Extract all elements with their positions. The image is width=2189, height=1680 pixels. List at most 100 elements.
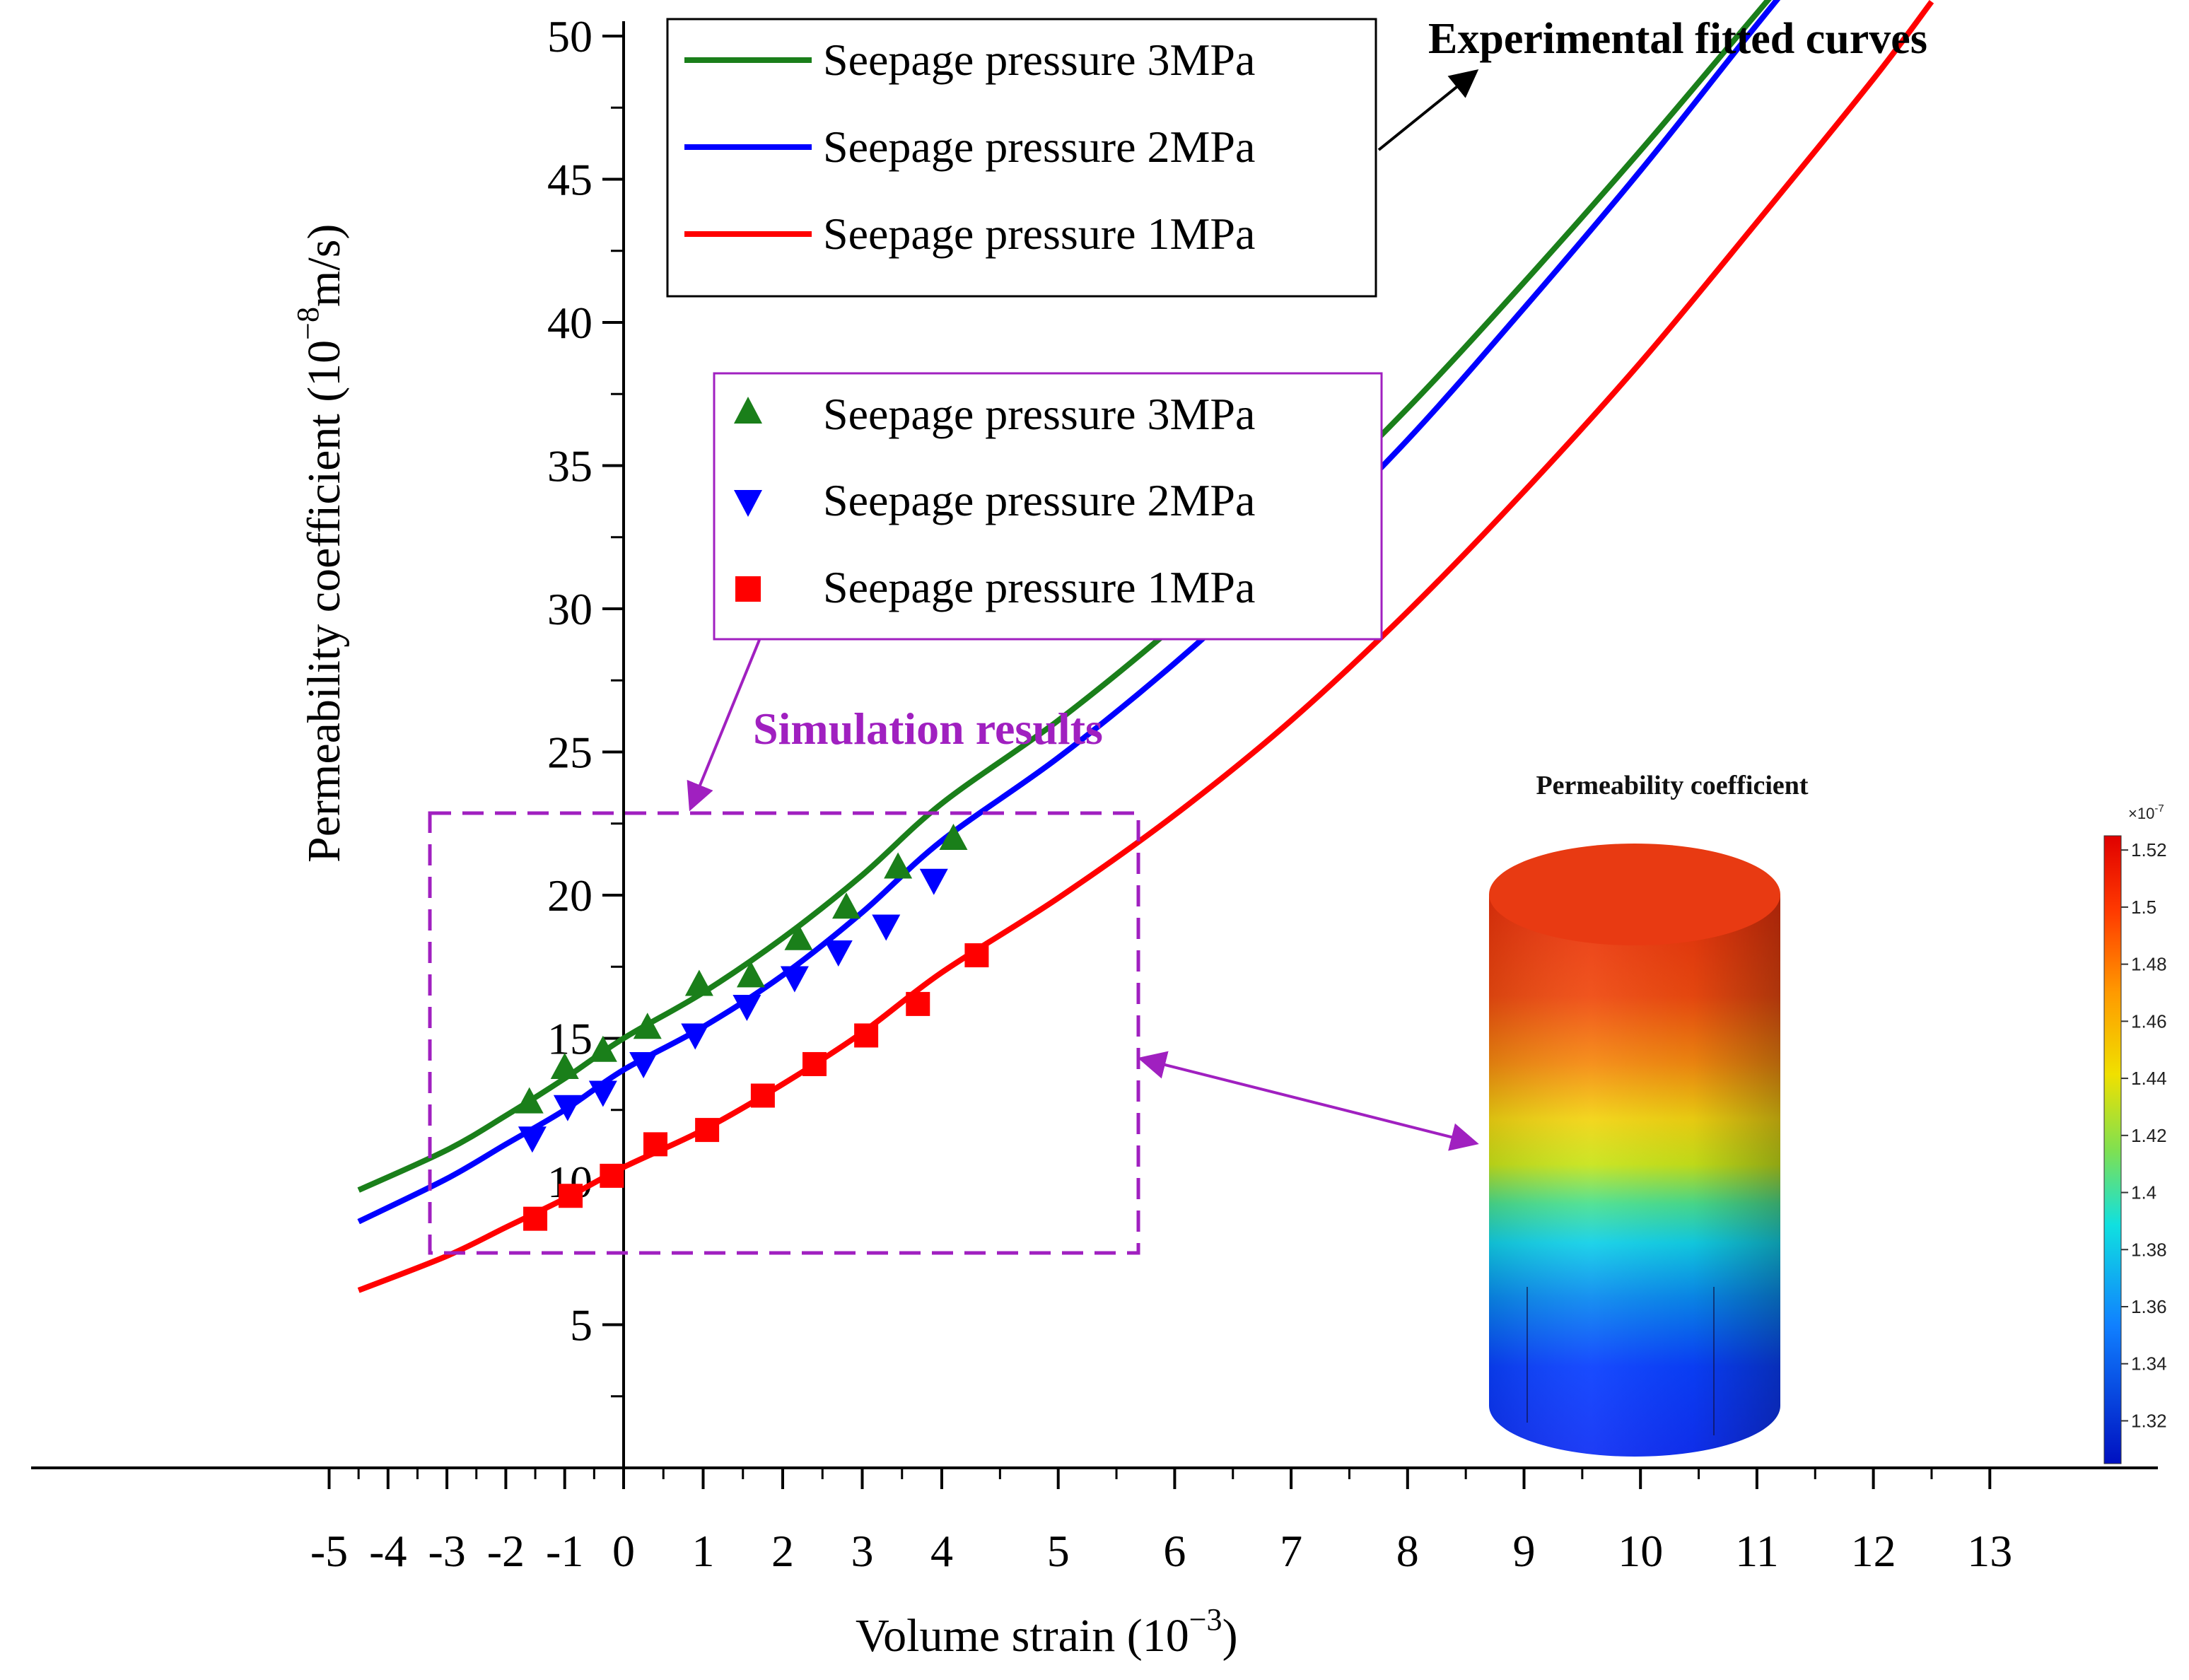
legend-marker-triangle-up <box>734 397 762 424</box>
x-tick-label: 9 <box>1513 1526 1536 1576</box>
sim-point-triangle-down <box>629 1051 658 1078</box>
x-axis-label: Volume strain (10−3) <box>856 1602 1238 1662</box>
x-tick-label: 12 <box>1851 1526 1896 1576</box>
y-axis-label-exponent: −8 <box>291 307 325 340</box>
y-axis-label-text: Permeability coefficient (10 <box>298 340 350 863</box>
colorbar-multiplier-base: ×10 <box>2128 805 2154 822</box>
fitted-line-2mpa <box>357 0 1781 1225</box>
x-tick-label: 4 <box>930 1526 953 1576</box>
sim-point-triangle-down <box>919 868 948 895</box>
colorbar-tick-label: 1.34 <box>2131 1353 2167 1375</box>
colorbar-tick-label: 1.38 <box>2131 1239 2167 1260</box>
y-tick-label: 50 <box>547 11 593 62</box>
sim-point-square <box>750 1083 775 1108</box>
sim-point-triangle-down <box>780 966 809 993</box>
sim-point-square <box>802 1051 827 1076</box>
y-axis-label: Permeability coefficient (10−8m/s) <box>291 224 350 863</box>
colorbar-multiplier: ×10-7 <box>2128 803 2164 822</box>
x-axis-label-exponent: −3 <box>1189 1602 1222 1637</box>
x-axis-label-text: Volume strain (10 <box>856 1610 1189 1662</box>
x-axis-ticks: -5 -4 -3 -2 -1 0 1 2 3 4 5 6 7 8 9 10 11 12 13 <box>310 1468 2012 1576</box>
sim-point-triangle-up <box>515 1087 544 1114</box>
x-tick-label: 2 <box>771 1526 794 1576</box>
x-tick-label: -4 <box>369 1526 407 1576</box>
x-tick-label: 1 <box>692 1526 715 1576</box>
x-tick-label: 10 <box>1618 1526 1663 1576</box>
legend-simulation-label-3mpa: Seepage pressure 3MPa <box>823 389 1255 439</box>
colorbar-ticks: 1.52 1.5 1.48 1.46 1.44 1.42 1.4 1.38 1.36 1.34 1.… <box>2121 839 2167 1431</box>
simulation-annotation: Simulation results <box>753 704 1103 754</box>
y-tick-label: 5 <box>570 1300 593 1351</box>
legend-marker-triangle-down <box>734 490 762 517</box>
sim-point-triangle-down <box>553 1095 582 1121</box>
sim-point-triangle-down <box>588 1080 617 1107</box>
sim-point-triangle-up <box>588 1035 617 1062</box>
x-tick-label: 0 <box>612 1526 635 1576</box>
sim-point-square <box>559 1184 583 1208</box>
sim-point-triangle-up <box>633 1013 662 1039</box>
sim-point-square <box>695 1118 720 1143</box>
sim-point-square <box>964 943 989 968</box>
colorbar-tick-label: 1.32 <box>2131 1410 2167 1431</box>
simulation-arrow <box>687 639 761 812</box>
inset-simulation: Permeability coefficient <box>1489 771 1809 1457</box>
colorbar-tick-label: 1.4 <box>2131 1182 2156 1203</box>
sim-point-triangle-up <box>684 969 713 996</box>
sim-point-square <box>523 1206 548 1231</box>
sim-point-triangle-up <box>832 892 860 919</box>
sim-point-triangle-up <box>939 824 968 850</box>
sim-point-triangle-down <box>518 1126 547 1153</box>
colorbar-tick-label: 1.52 <box>2131 839 2167 861</box>
inset-cylinder-shade <box>1489 894 1780 1457</box>
colorbar-tick-label: 1.36 <box>2131 1296 2167 1317</box>
y-tick-label: 30 <box>547 584 593 634</box>
x-tick-label: -1 <box>546 1526 583 1576</box>
simulation-markers <box>515 824 989 1231</box>
y-tick-label: 45 <box>547 155 593 205</box>
y-tick-label: 15 <box>547 1014 593 1064</box>
inset-title: Permeability coefficient <box>1536 771 1808 800</box>
legend-fitted: Seepage pressure 3MPa Seepage pressure 2… <box>666 18 1377 298</box>
x-axis-label-close: ) <box>1222 1610 1238 1662</box>
sim-point-triangle-up <box>737 961 765 988</box>
x-tick-label: -3 <box>428 1526 465 1576</box>
colorbar-tick-label: 1.42 <box>2131 1125 2167 1146</box>
legend-fitted-label-3mpa: Seepage pressure 3MPa <box>823 35 1255 85</box>
colorbar-tick-label: 1.44 <box>2131 1068 2167 1089</box>
legend-simulation-frame <box>713 372 1383 641</box>
colorbar-tick-label: 1.48 <box>2131 954 2167 975</box>
colorbar-tick-label: 1.5 <box>2131 897 2156 918</box>
inset-arrow <box>1137 1051 1479 1151</box>
legend-fitted-label-2mpa: Seepage pressure 2MPa <box>823 122 1255 172</box>
sim-point-square <box>906 991 930 1016</box>
x-tick-label: -2 <box>487 1526 525 1576</box>
x-tick-label: 3 <box>851 1526 874 1576</box>
legend-fitted-frame <box>666 18 1377 298</box>
sim-point-triangle-down <box>824 940 853 967</box>
inset-cylinder-top <box>1489 844 1780 945</box>
sim-point-triangle-up <box>884 852 913 879</box>
x-tick-label: -5 <box>310 1526 348 1576</box>
colorbar-gradient <box>2103 835 2122 1464</box>
sim-point-square <box>600 1163 624 1188</box>
y-tick-label: 35 <box>547 441 593 491</box>
legend-marker-square <box>735 576 761 602</box>
y-tick-label: 25 <box>547 728 593 778</box>
y-tick-label: 40 <box>547 298 593 348</box>
colorbar-tick-label: 1.46 <box>2131 1010 2167 1032</box>
legend-fitted-label-1mpa: Seepage pressure 1MPa <box>823 209 1255 259</box>
x-tick-label: 5 <box>1047 1526 1070 1576</box>
sim-point-triangle-down <box>681 1023 710 1050</box>
colorbar-multiplier-exponent: -7 <box>2154 803 2164 815</box>
x-tick-label: 11 <box>1735 1526 1779 1576</box>
x-tick-label: 6 <box>1163 1526 1186 1576</box>
fitted-line-1mpa <box>357 0 1934 1293</box>
sim-point-triangle-up <box>784 923 813 950</box>
legend-simulation: Seepage pressure 3MPa Seepage pressure 2… <box>713 372 1383 641</box>
y-tick-label: 20 <box>547 870 593 921</box>
sim-point-triangle-down <box>872 914 901 941</box>
sim-point-square <box>854 1023 879 1048</box>
sim-point-square <box>643 1132 667 1157</box>
